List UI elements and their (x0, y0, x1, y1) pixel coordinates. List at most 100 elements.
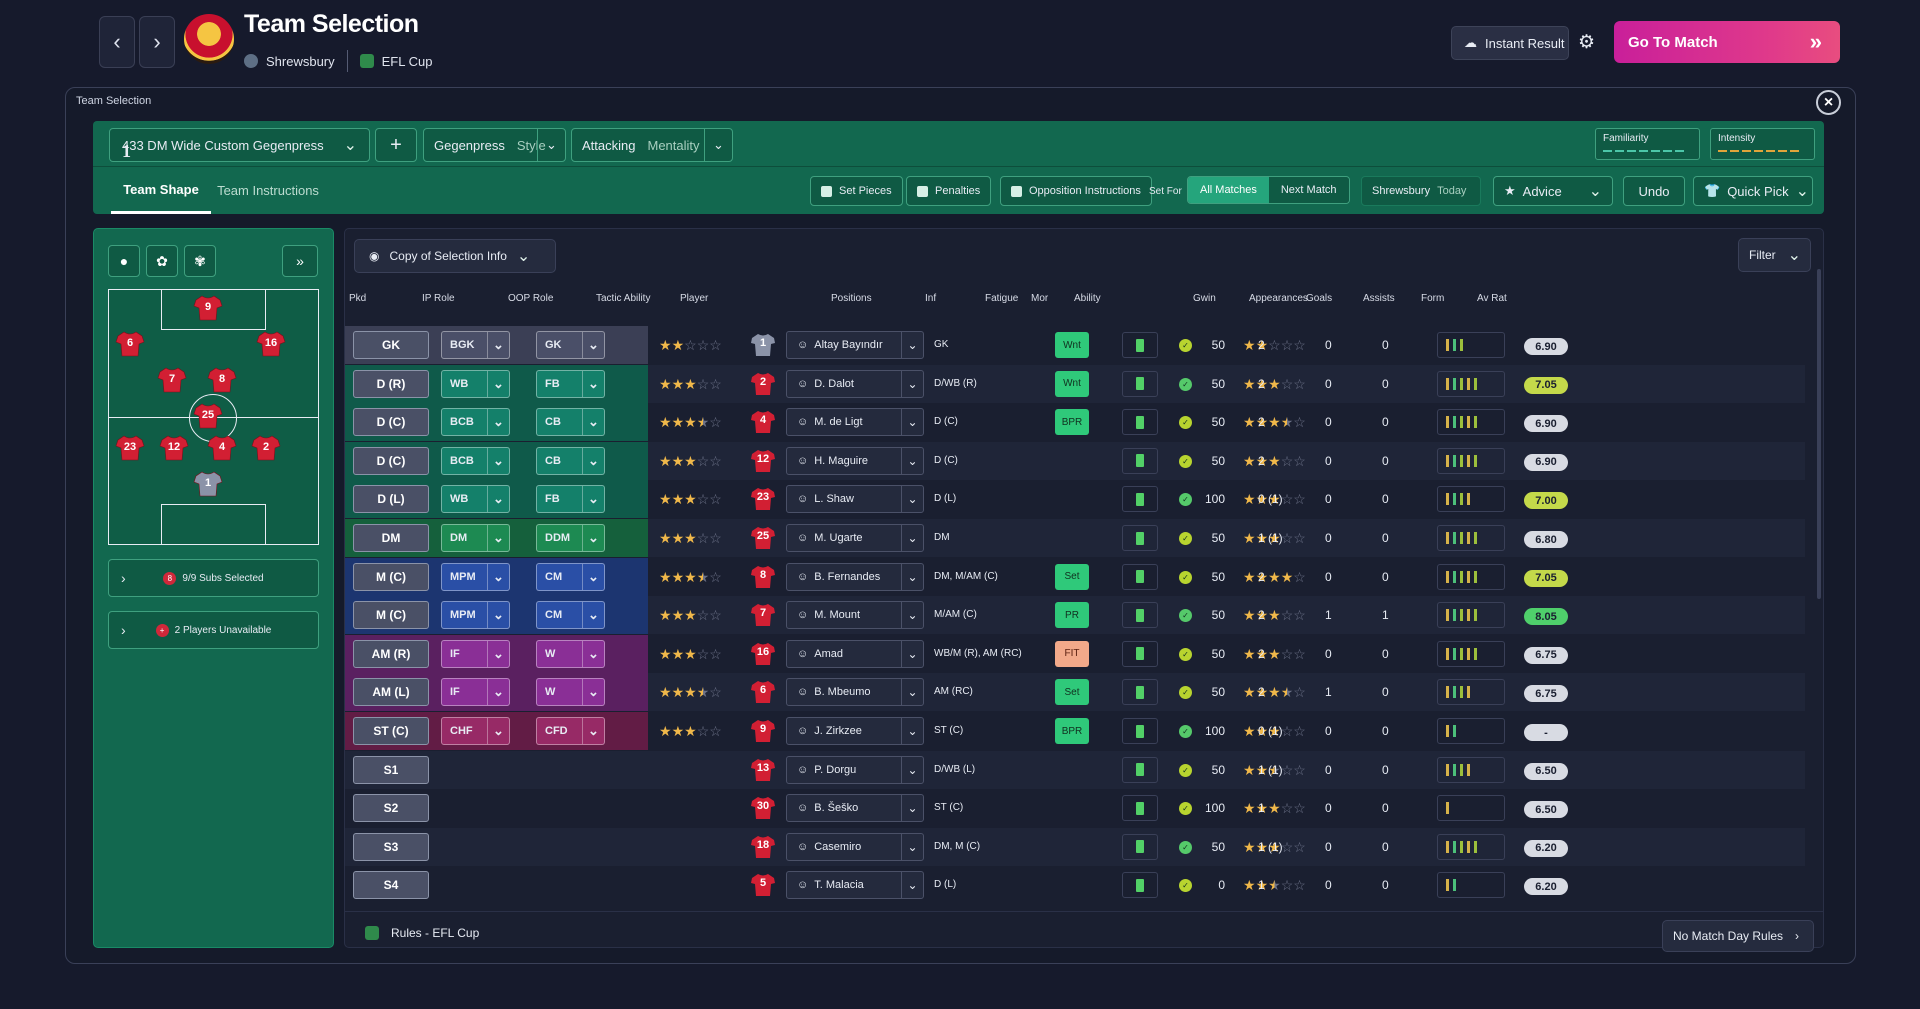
instant-result-button[interactable]: ☁ Instant Result (1451, 26, 1569, 60)
column-header[interactable]: Goals (1306, 293, 1333, 304)
player-select[interactable]: ☺ J. Zirkzee ⌄ (786, 717, 924, 745)
picked-position-button[interactable]: ST (C) (353, 717, 429, 745)
no-match-day-rules-button[interactable]: No Match Day Rules › (1662, 920, 1814, 952)
picked-position-button[interactable]: GK (353, 331, 429, 359)
table-row[interactable]: S1 13 ☺ P. Dorgu ⌄ D/WB (L) ✓ ★★★☆☆ 50 1 (1) 0 0 6.5… (345, 750, 1805, 789)
opponent-name[interactable]: Shrewsbury (266, 53, 335, 69)
oop-role-select[interactable]: DDM ⌄ (536, 524, 605, 552)
pitch-player-shirt[interactable]: 9 (193, 294, 223, 322)
column-header[interactable]: Form (1421, 293, 1445, 304)
forward-button[interactable]: › (139, 16, 175, 68)
player-select[interactable]: ☺ B. Šeško ⌄ (786, 794, 924, 823)
player-select[interactable]: ☺ Altay Bayındır ⌄ (786, 331, 924, 359)
ip-role-select[interactable]: IF ⌄ (441, 639, 510, 668)
ip-role-select[interactable]: WB ⌄ (441, 369, 510, 398)
picked-position-button[interactable]: AM (L) (353, 678, 429, 707)
picked-position-button[interactable]: S2 (353, 794, 429, 823)
out-of-possession-icon[interactable]: ✾ (184, 245, 216, 277)
ip-role-select[interactable]: MPM ⌄ (441, 562, 510, 591)
picked-position-button[interactable]: M (C) (353, 601, 429, 630)
tactic-select[interactable]: 1 433 DM Wide Custom Gegenpress ⌄ (109, 128, 370, 162)
player-select[interactable]: ☺ D. Dalot ⌄ (786, 369, 924, 398)
expand-icon[interactable]: » (282, 245, 318, 277)
column-header[interactable]: Positions (831, 293, 872, 304)
column-header[interactable]: IP Role (422, 293, 455, 304)
pitch-player-shirt[interactable]: 7 (157, 366, 187, 394)
player-select[interactable]: ☺ T. Malacia ⌄ (786, 871, 924, 900)
pitch-player-shirt[interactable]: 4 (207, 434, 237, 462)
set-pieces-button[interactable]: Set Pieces (810, 176, 903, 206)
column-header[interactable]: Mor (1031, 293, 1049, 304)
oop-role-select[interactable]: W ⌄ (536, 678, 605, 707)
pitch-player-shirt[interactable]: 6 (115, 330, 145, 358)
tab-team-shape[interactable]: Team Shape (111, 167, 211, 214)
player-select[interactable]: ☺ L. Shaw ⌄ (786, 485, 924, 514)
filter-button[interactable]: Filter ⌄ (1738, 238, 1811, 272)
pitch-player-shirt[interactable]: 12 (159, 434, 189, 462)
table-row[interactable]: M (C) MPM ⌄ CM ⌄ ★★★☆☆ 7 ☺ M. Mount ⌄ M/AM (C) PR ✓ ★… (345, 596, 1805, 635)
intensity-meter[interactable]: Intensity (1710, 128, 1815, 160)
picked-position-button[interactable]: D (L) (353, 485, 429, 514)
familiarity-meter[interactable]: Familiarity (1595, 128, 1700, 160)
ip-role-select[interactable]: BGK ⌄ (441, 331, 510, 359)
oop-role-select[interactable]: W ⌄ (536, 639, 605, 668)
oop-role-select[interactable]: CM ⌄ (536, 562, 605, 591)
player-select[interactable]: ☺ Casemiro ⌄ (786, 832, 924, 861)
picked-position-button[interactable]: D (C) (353, 446, 429, 475)
player-select[interactable]: ☺ Amad ⌄ (786, 639, 924, 668)
table-row[interactable]: D (C) BCB ⌄ CB ⌄ ★★★☆☆ 12 ☺ H. Maguire ⌄ D (C) ✓ ★★★… (345, 441, 1805, 480)
pitch-player-shirt[interactable]: 16 (256, 330, 286, 358)
close-icon[interactable]: × (1816, 90, 1841, 115)
penalties-button[interactable]: Penalties (906, 176, 992, 206)
picked-position-button[interactable]: D (R) (353, 369, 429, 398)
column-header[interactable]: Gwin (1193, 293, 1216, 304)
player-select[interactable]: ☺ M. Mount ⌄ (786, 601, 924, 630)
table-row[interactable]: DM DM ⌄ DDM ⌄ ★★★☆☆ 25 ☺ M. Ugarte ⌄ DM ✓ ★★★☆☆ 50 1 (… (345, 519, 1805, 557)
oop-role-select[interactable]: CB ⌄ (536, 408, 605, 437)
table-row[interactable]: S2 30 ☺ B. Šeško ⌄ ST (C) ✓ ★★★☆☆ 100 1 0 0 6.50 (345, 789, 1805, 827)
pitch-player-shirt[interactable]: 25 (193, 402, 223, 430)
pitch-player-shirt[interactable]: 1 (193, 470, 223, 498)
ip-role-select[interactable]: DM ⌄ (441, 524, 510, 552)
style-select[interactable]: Gegenpress Style ⌄ (423, 128, 566, 162)
table-row[interactable]: D (C) BCB ⌄ CB ⌄ ★★★★☆ 4 ☺ M. de Ligt ⌄ D (C) BPR ✓ ★… (345, 403, 1805, 442)
picked-position-button[interactable]: S3 (353, 832, 429, 861)
undo-button[interactable]: Undo (1623, 176, 1685, 206)
competition-name[interactable]: EFL Cup (381, 53, 433, 69)
ip-role-select[interactable]: CHF ⌄ (441, 717, 510, 745)
player-select[interactable]: ☺ B. Mbeumo ⌄ (786, 678, 924, 707)
column-header[interactable]: Pkd (349, 293, 367, 304)
subs-selected-row[interactable]: › 8 9/9 Subs Selected (108, 559, 319, 597)
oop-role-select[interactable]: CB ⌄ (536, 446, 605, 475)
picked-position-button[interactable]: AM (R) (353, 639, 429, 668)
table-row[interactable]: D (R) WB ⌄ FB ⌄ ★★★☆☆ 2 ☺ D. Dalot ⌄ D/WB (R) Wnt ✓ ★… (345, 364, 1805, 403)
picked-position-button[interactable]: S4 (353, 871, 429, 900)
ip-role-select[interactable]: WB ⌄ (441, 485, 510, 514)
column-header[interactable]: Ability (1074, 293, 1101, 304)
ball-icon[interactable]: ● (108, 245, 140, 277)
column-header[interactable]: Av Rat (1477, 293, 1507, 304)
player-select[interactable]: ☺ B. Fernandes ⌄ (786, 562, 924, 591)
oop-role-select[interactable]: CM ⌄ (536, 601, 605, 630)
picked-position-button[interactable]: D (C) (353, 408, 429, 437)
picked-position-button[interactable]: S1 (353, 755, 429, 784)
table-row[interactable]: ST (C) CHF ⌄ CFD ⌄ ★★★☆☆ 9 ☺ J. Zirkzee ⌄ ST (C) BP… (345, 712, 1805, 750)
column-header[interactable]: Fatigue (985, 293, 1019, 304)
gear-icon[interactable]: ⚙ (1578, 32, 1596, 53)
in-possession-icon[interactable]: ✿ (146, 245, 178, 277)
players-unavailable-row[interactable]: › +2 Players Unavailable (108, 611, 319, 649)
table-row[interactable]: AM (R) IF ⌄ W ⌄ ★★★☆☆ 16 ☺ Amad ⌄ WB/M (R), AM (RC… (345, 634, 1805, 673)
ip-role-select[interactable]: IF ⌄ (441, 678, 510, 707)
ip-role-select[interactable]: BCB ⌄ (441, 408, 510, 437)
column-header[interactable]: Assists (1363, 293, 1395, 304)
oop-role-select[interactable]: FB ⌄ (536, 485, 605, 514)
table-row[interactable]: GK BGK ⌄ GK ⌄ ★★☆☆☆ 1 ☺ Altay Bayındır ⌄ GK Wnt ✓ ★★☆… (345, 326, 1805, 364)
view-select[interactable]: ◉ Copy of Selection Info ⌄ (354, 239, 556, 273)
column-header[interactable]: OOP Role (508, 293, 554, 304)
column-header[interactable]: Tactic Ability (596, 293, 651, 304)
column-header[interactable]: Appearances (1249, 293, 1308, 304)
table-row[interactable]: AM (L) IF ⌄ W ⌄ ★★★★☆ 6 ☺ B. Mbeumo ⌄ AM (RC) Set ✓ ★… (345, 673, 1805, 712)
oop-role-select[interactable]: FB ⌄ (536, 369, 605, 398)
player-select[interactable]: ☺ H. Maguire ⌄ (786, 446, 924, 475)
table-row[interactable]: D (L) WB ⌄ FB ⌄ ★★★☆☆ 23 ☺ L. Shaw ⌄ D (L) ✓ ★★★☆☆ 10… (345, 480, 1805, 519)
